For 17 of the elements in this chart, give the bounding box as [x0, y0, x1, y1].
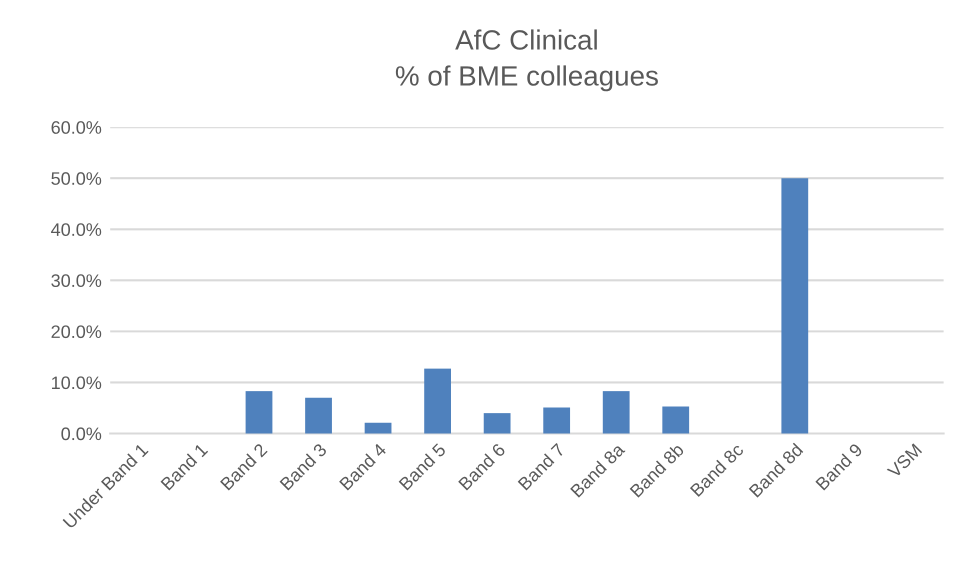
bar [484, 413, 511, 434]
y-tick-label: 40.0% [51, 223, 102, 236]
bar [543, 407, 570, 434]
y-tick-label: 60.0% [52, 121, 102, 134]
bar [246, 391, 272, 434]
bar [662, 406, 690, 434]
bar [781, 178, 808, 434]
bar [424, 368, 451, 434]
bar [364, 422, 392, 434]
y-tick-label: 20.0% [52, 325, 102, 338]
bar [602, 391, 630, 434]
bar [305, 398, 332, 434]
y-tick-label: 50.0% [51, 172, 102, 185]
chart-title: AfC Clinical % of BME colleagues [396, 29, 658, 92]
y-tick-label: 30.0% [51, 274, 102, 288]
y-tick-label: 0.0% [61, 427, 102, 440]
y-tick-label: 10.0% [52, 376, 102, 390]
